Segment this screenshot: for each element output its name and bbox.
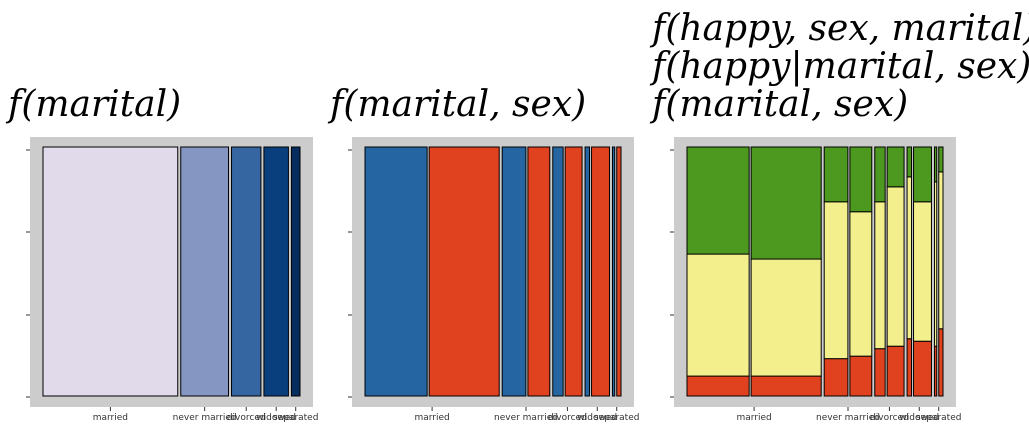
- x-tick-label: married: [414, 413, 449, 423]
- happy-segment: [886, 345, 905, 397]
- x-tick-label: widowed: [899, 413, 939, 423]
- x-tick-label: separated: [273, 413, 318, 423]
- mosaic-panel-1: f(marital) married never marrieddivorcedwi…: [5, 84, 318, 423]
- mosaic-panel-2: f(marital, sex) married never marrieddivor…: [327, 84, 639, 423]
- marital-bar: [263, 146, 289, 397]
- panel-title-line: f(happy|marital, sex)·: [649, 46, 1029, 87]
- x-tick-label: married: [736, 413, 771, 423]
- happy-segment: [874, 146, 886, 203]
- happy-segment: [913, 340, 932, 397]
- happy-segment: [913, 201, 932, 342]
- x-tick-label: never married: [816, 413, 880, 423]
- happy-segment: [906, 146, 913, 178]
- marital-sex-bar: [564, 146, 583, 397]
- marital-bar: [42, 146, 179, 397]
- mosaic-panel-3: f(happy, sex, marital) =f(happy|marital,…: [649, 8, 1029, 423]
- happy-segment: [849, 146, 873, 213]
- x-tick-label: widowed: [577, 413, 617, 423]
- x-tick-label: never married: [494, 413, 558, 423]
- panel-title-line: f(marital): [5, 84, 181, 125]
- happy-segment: [750, 375, 822, 397]
- happy-segment: [906, 176, 913, 340]
- x-tick-label: widowed: [256, 413, 296, 423]
- marital-sex-bar: [584, 146, 591, 397]
- marital-bar: [180, 146, 230, 397]
- marital-sex-bar: [611, 146, 616, 397]
- happy-segment: [906, 338, 913, 397]
- x-tick-label: married: [93, 413, 128, 423]
- happy-segment: [750, 146, 822, 260]
- happy-segment: [750, 258, 822, 377]
- happy-segment: [933, 181, 938, 347]
- x-tick-label: divorced: [227, 413, 266, 423]
- panel-title-line: f(marital, sex): [327, 84, 586, 125]
- marital-bar: [290, 146, 301, 397]
- happy-segment: [874, 348, 886, 397]
- happy-segment: [874, 201, 886, 350]
- happy-segment: [849, 211, 873, 357]
- happy-segment: [823, 201, 849, 360]
- happy-segment: [686, 375, 750, 397]
- x-tick-label: never married: [173, 413, 237, 423]
- marital-sex-bar: [552, 146, 564, 397]
- happy-segment: [886, 186, 905, 347]
- marital-sex-bar: [428, 146, 500, 397]
- panel-title-line: f(marital, sex): [649, 84, 908, 125]
- happy-segment: [849, 355, 873, 397]
- happy-segment: [886, 146, 905, 188]
- x-tick-label: divorced: [548, 413, 587, 423]
- happy-segment: [686, 253, 750, 377]
- marital-bar: [231, 146, 262, 397]
- happy-segment: [938, 171, 944, 330]
- happy-segment: [823, 146, 849, 203]
- happy-segment: [686, 146, 750, 255]
- happy-segment: [933, 345, 938, 397]
- panel-title-line: f(happy, sex, marital) =: [649, 8, 1029, 49]
- happy-segment: [823, 358, 849, 397]
- marital-sex-bar: [591, 146, 610, 397]
- happy-segment: [913, 146, 932, 203]
- marital-sex-bar: [527, 146, 551, 397]
- happy-segment: [938, 328, 944, 397]
- x-tick-label: separated: [916, 413, 961, 423]
- marital-sex-bar: [364, 146, 428, 397]
- marital-sex-bar: [501, 146, 527, 397]
- happy-segment: [938, 146, 944, 173]
- x-tick-label: separated: [594, 413, 639, 423]
- happy-segment: [933, 146, 938, 183]
- marital-sex-bar: [616, 146, 622, 397]
- x-tick-label: divorced: [870, 413, 909, 423]
